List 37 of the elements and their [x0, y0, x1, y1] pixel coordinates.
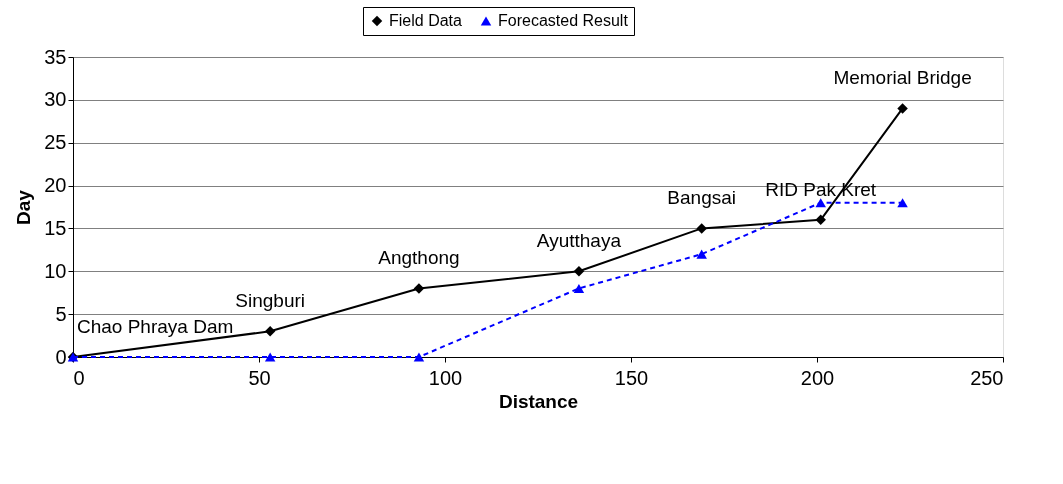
point — [696, 249, 707, 259]
y-tick-label: 5 — [55, 302, 67, 325]
x-tick-label: 100 — [428, 366, 463, 389]
point — [696, 223, 707, 234]
y-tick-label: 30 — [44, 88, 67, 111]
point — [897, 198, 908, 208]
y-axis-title: Day — [13, 189, 35, 225]
legend-label: Forecasted Result — [498, 12, 629, 29]
point — [897, 103, 908, 114]
x-tick-label: 150 — [614, 366, 649, 389]
point — [264, 326, 276, 337]
x-tick-label: 0 — [73, 366, 85, 389]
x-tick-label: 50 — [248, 366, 271, 389]
y-tick-label: 35 — [44, 45, 67, 68]
legend-label: Field Data — [389, 12, 463, 29]
annotation: Singburi — [235, 290, 306, 312]
point — [815, 198, 826, 208]
point — [413, 352, 425, 362]
y-tick-label: 20 — [44, 174, 67, 197]
annotation: Angthong — [378, 247, 460, 269]
annotation: Memorial Bridge — [833, 67, 972, 89]
y-tick-label: 15 — [44, 216, 67, 239]
annotation: Bangsai — [667, 187, 737, 209]
x-tick-label: 250 — [970, 366, 1004, 389]
y-tick-label: 25 — [44, 131, 67, 154]
point — [573, 266, 585, 277]
annotation: RID Pak Kret — [765, 178, 877, 200]
x-axis-title: Distance — [498, 390, 579, 412]
point — [573, 283, 585, 293]
point — [815, 214, 826, 226]
annotation: Chao Phraya Dam — [77, 316, 234, 337]
x-tick-label: 200 — [800, 366, 835, 389]
point — [264, 352, 276, 362]
point — [413, 283, 425, 294]
annotation: Ayutthaya — [536, 230, 622, 252]
y-tick-label: 10 — [44, 259, 67, 282]
y-tick-label: 0 — [55, 345, 67, 368]
